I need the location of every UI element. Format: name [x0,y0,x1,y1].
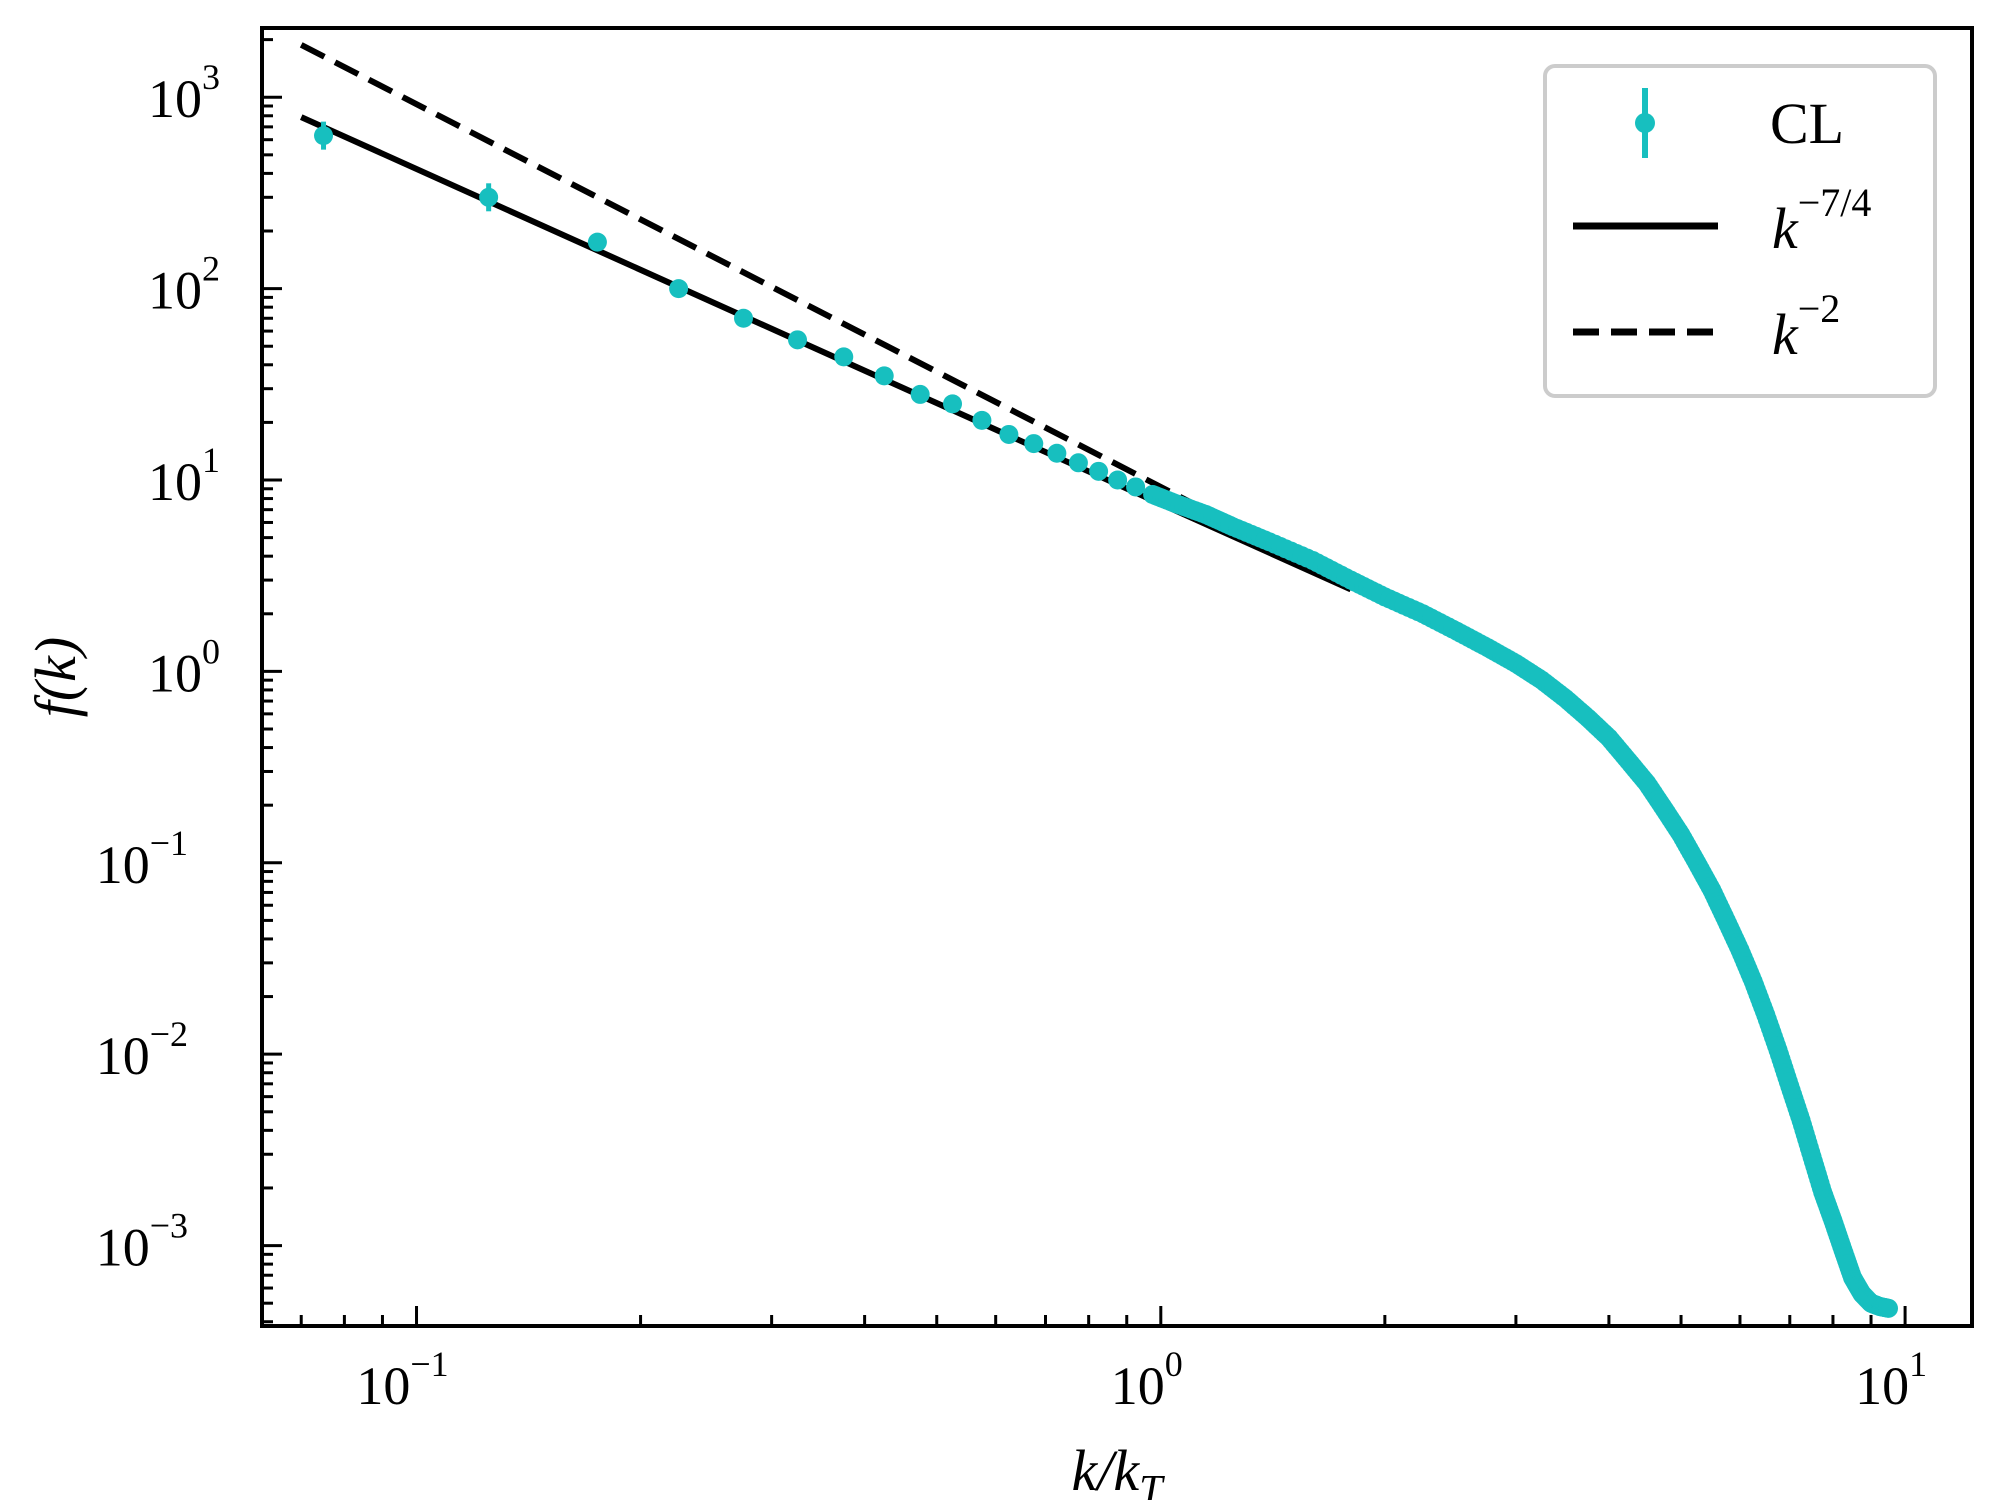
y-tick-exponent: 1 [202,440,220,480]
cl-data-point [972,410,992,430]
cl-data-point [1047,443,1067,463]
x-axis-label-subscript: T [1139,1468,1165,1500]
cl-data-point [314,126,334,146]
power-law-k-minus-2-line [299,42,1353,588]
x-tick-exponent: −1 [410,1344,448,1384]
y-tick-exponent: −1 [150,823,188,863]
y-tick-exponent: 0 [202,631,220,671]
y-tick-exponent: −2 [150,1014,188,1054]
cl-data-point [788,330,808,350]
legend-label-cl: CL [1770,91,1844,156]
y-tick-label: 102 [148,249,220,321]
axis-labels: k/kT f(k) [23,637,1165,1500]
cl-data-point [734,308,754,328]
y-tick-label: 10−2 [96,1014,188,1086]
x-tick-label: 100 [1111,1344,1183,1416]
cl-data-point [834,347,854,367]
legend-cl-marker [1635,113,1655,133]
legend-exponent: −2 [1798,286,1841,331]
cl-data-point [910,384,930,404]
series-layer [299,42,1899,1318]
y-tick-label: 10−3 [96,1206,188,1278]
y-tick-label: 100 [148,631,220,703]
cl-data-point [999,424,1019,444]
cl-data-point [479,187,499,207]
cl-data-point [1068,453,1088,473]
legend-exponent: −7/4 [1798,180,1872,225]
cl-data-point [1089,461,1109,481]
cl-data-point [1126,477,1146,497]
y-tick-exponent: −3 [150,1206,188,1246]
cl-data-point [874,366,894,386]
legend-box [1543,64,1937,398]
y-tick-exponent: 2 [202,249,220,289]
cl-data-point [1108,470,1128,490]
cl-data-point [1877,1298,1897,1318]
x-tick-exponent: 0 [1165,1344,1183,1384]
cl-data-point [1024,434,1044,454]
y-tick-label: 103 [148,57,220,129]
cl-data-point [669,279,689,299]
cl-data-point [943,394,963,414]
legend: CLk−7/4k−2 [1543,64,1937,398]
x-tick-label: 101 [1855,1344,1927,1416]
cl-data-point [587,232,607,252]
y-axis-label: f(k) [23,637,88,718]
plot-frame [260,26,1974,1328]
y-tick-label: 101 [148,440,220,512]
y-tick-label: 10−1 [96,823,188,895]
x-tick-label: 10−1 [356,1344,448,1416]
x-axis-label: k/kT [1072,1438,1166,1500]
x-tick-exponent: 1 [1909,1344,1927,1384]
y-tick-exponent: 3 [202,57,220,97]
